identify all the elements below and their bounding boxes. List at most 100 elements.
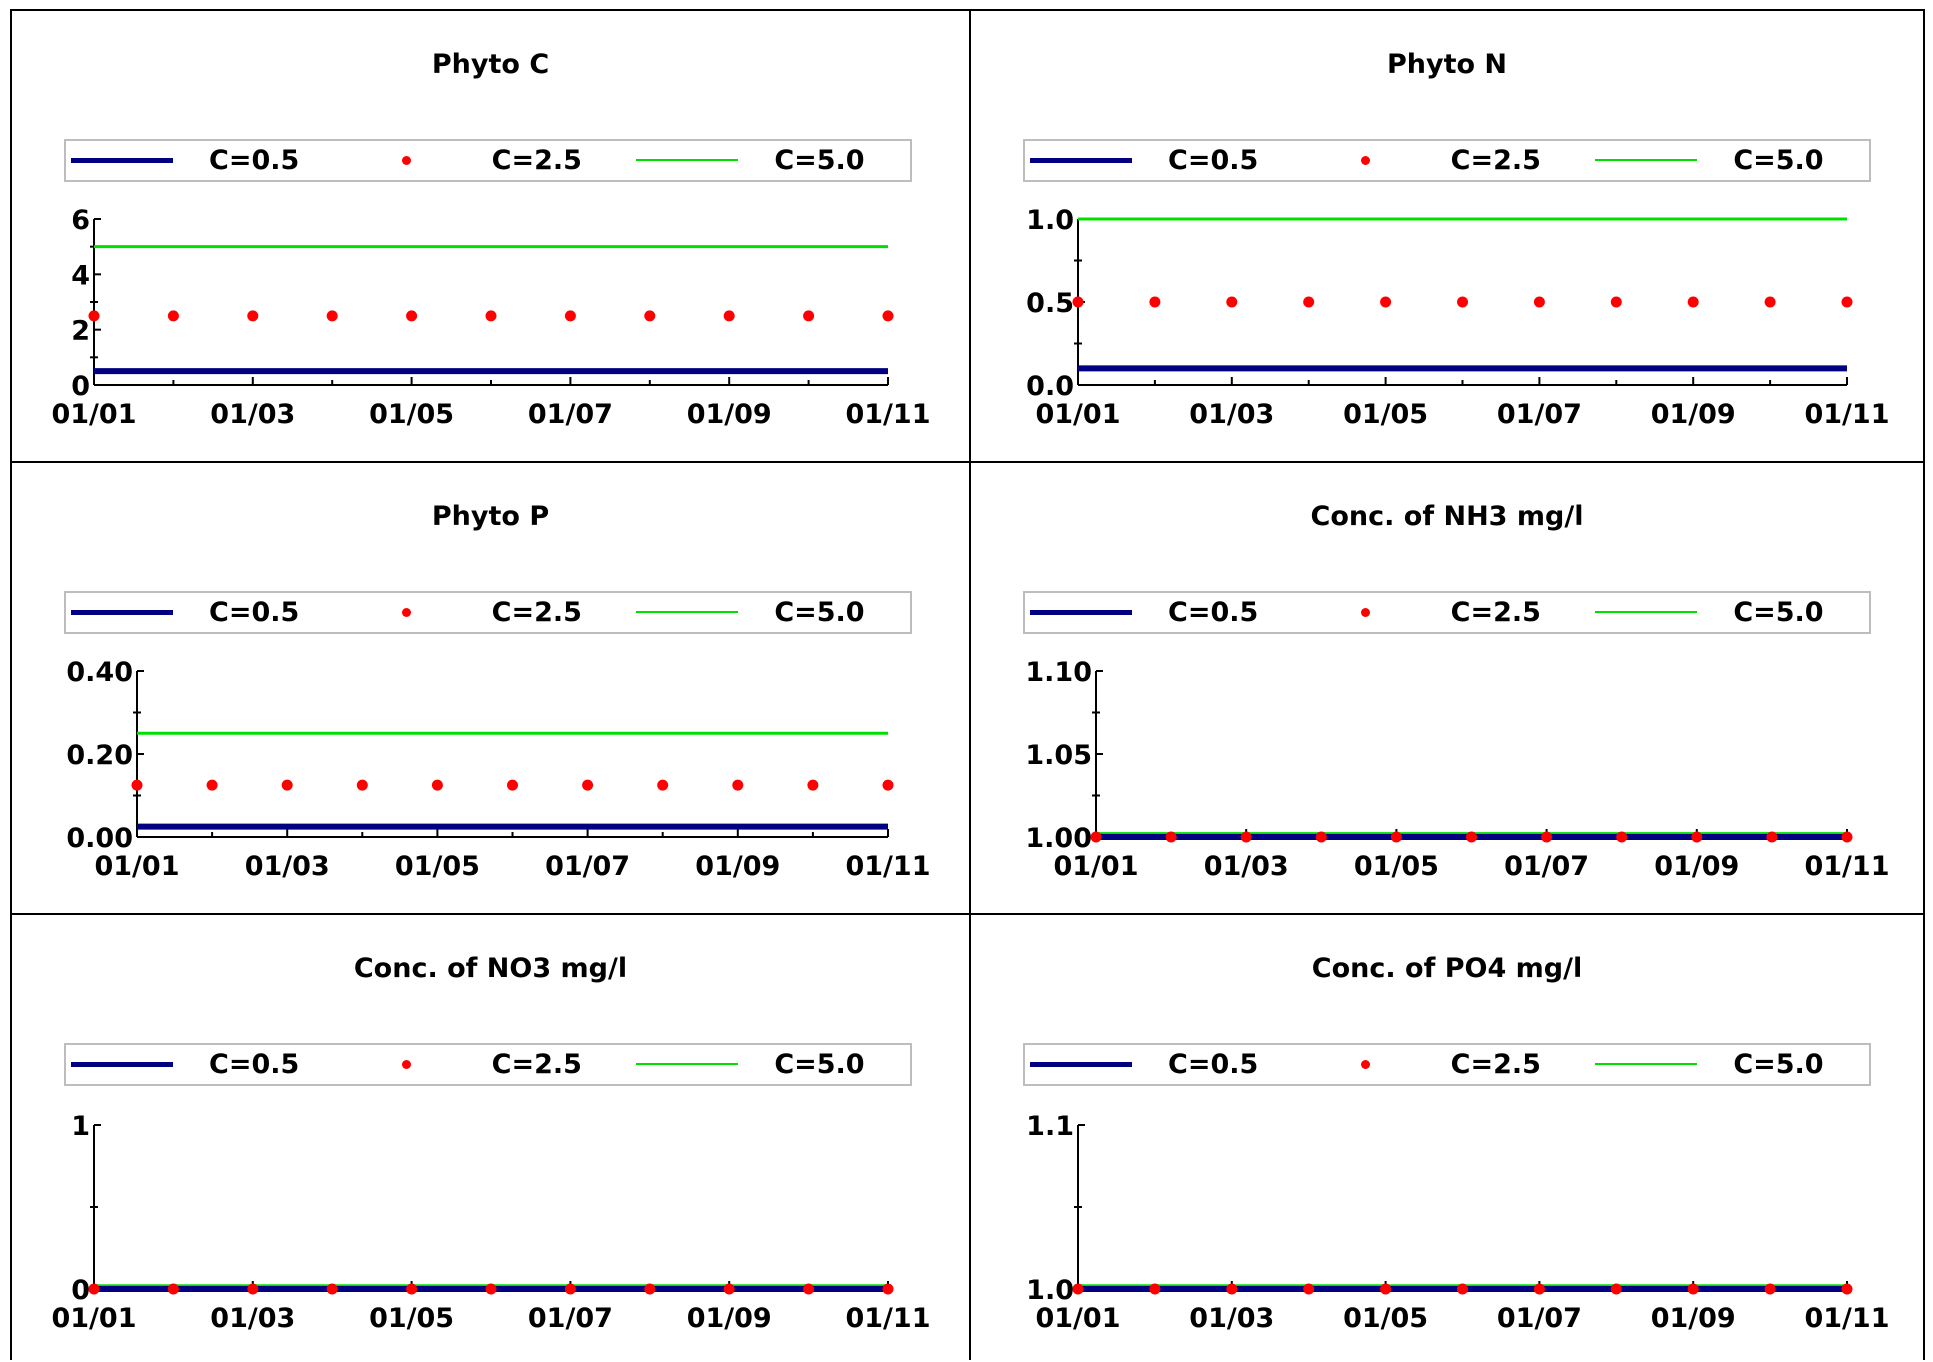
chart-title: Conc. of NO3 mg/l xyxy=(353,953,628,984)
plot-area: 0.0 0.5 1.0 01/01 01/03 01/05 01/07 01/09 01/11 xyxy=(1026,205,1889,430)
y-tick-label: 6 xyxy=(71,205,90,236)
series-point-c25 xyxy=(1303,1283,1315,1295)
x-tick-label: 01/07 xyxy=(1497,399,1582,430)
x-tick-label: 01/07 xyxy=(528,399,613,430)
series-point-c25 xyxy=(1533,1283,1545,1295)
series-point-c25 xyxy=(1766,831,1778,843)
series-point-c25 xyxy=(582,779,594,791)
x-tick-label: 01/01 xyxy=(1035,1303,1120,1334)
legend-label: C=0.5 xyxy=(209,1049,300,1080)
series-point-c25 xyxy=(167,310,179,322)
series-point-c25 xyxy=(644,310,656,322)
legend-label: C=0.5 xyxy=(209,597,300,628)
y-tick-label: 0.40 xyxy=(66,657,133,688)
series-point-c25 xyxy=(1226,296,1238,308)
x-tick-label: 01/01 xyxy=(1053,851,1138,882)
legend-marker-dot xyxy=(401,1060,411,1069)
x-tick-label: 01/11 xyxy=(845,851,930,882)
series-point-c25 xyxy=(1616,831,1628,843)
chart-legend: C=0.5 C=2.5 C=5.0 xyxy=(64,591,912,634)
x-tick-label: 01/01 xyxy=(51,399,136,430)
chart-title: Phyto P xyxy=(431,501,550,532)
x-tick-label: 01/05 xyxy=(369,1303,454,1334)
legend-marker-line xyxy=(1030,158,1132,163)
chart-panel: Conc. of PO4 mg/l C=0.5 C=2.5 C=5.0 1.0 1.1 01… xyxy=(969,913,1925,1360)
series-point-c25 xyxy=(1090,831,1102,843)
x-tick-label: 01/07 xyxy=(1504,851,1589,882)
legend-label: C=0.5 xyxy=(1168,145,1259,176)
series-point-c25 xyxy=(326,1283,338,1295)
series-point-c25 xyxy=(1072,296,1084,308)
chart-title: Phyto N xyxy=(1386,49,1508,80)
series-point-c25 xyxy=(882,310,894,322)
legend-label: C=0.5 xyxy=(1168,1049,1259,1080)
chart-legend: C=0.5 C=2.5 C=5.0 xyxy=(1023,1043,1871,1086)
series-point-c25 xyxy=(1691,831,1703,843)
legend-label: C=2.5 xyxy=(491,1049,582,1080)
legend-label: C=2.5 xyxy=(491,597,582,628)
series-point-c25 xyxy=(1610,296,1622,308)
legend-label: C=2.5 xyxy=(1450,1049,1541,1080)
x-tick-label: 01/03 xyxy=(210,1303,295,1334)
plot-area: 1.0 1.1 01/01 01/03 01/05 01/07 01/09 01/11 xyxy=(1026,1111,1889,1334)
y-tick-label: 1.1 xyxy=(1026,1111,1074,1142)
series-point-c25 xyxy=(1841,1283,1853,1295)
x-tick-label: 01/11 xyxy=(845,399,930,430)
y-tick-label: 1.05 xyxy=(1025,740,1092,771)
series-point-c25 xyxy=(1610,1283,1622,1295)
series-point-c25 xyxy=(1457,1283,1468,1295)
y-tick-label: 1 xyxy=(71,1111,90,1142)
series-point-c25 xyxy=(1149,1283,1161,1295)
legend-marker-line xyxy=(636,611,739,613)
legend-marker-line xyxy=(1595,611,1698,613)
x-tick-label: 01/05 xyxy=(1354,851,1439,882)
series-point-c25 xyxy=(564,310,576,322)
y-tick-label: 0.5 xyxy=(1026,288,1074,319)
series-point-c25 xyxy=(1764,296,1776,308)
legend-label: C=5.0 xyxy=(1733,145,1824,176)
x-tick-label: 01/03 xyxy=(1189,1303,1274,1334)
series-point-c25 xyxy=(1764,1283,1776,1295)
series-point-c25 xyxy=(882,779,894,791)
x-tick-label: 01/03 xyxy=(1204,851,1289,882)
series-point-c25 xyxy=(1315,831,1327,843)
series-point-c25 xyxy=(807,779,819,791)
legend-marker-line xyxy=(71,610,173,615)
x-tick-label: 01/07 xyxy=(545,851,630,882)
series-point-c25 xyxy=(882,1283,894,1295)
chart-legend: C=0.5 C=2.5 C=5.0 xyxy=(1023,591,1871,634)
y-tick-label: 0.00 xyxy=(66,823,133,854)
plot-area: 1.00 1.05 1.10 01/01 01/03 01/05 01/07 01/09 01/… xyxy=(1025,657,1889,882)
series-point-c25 xyxy=(406,1283,418,1295)
chart-panel: Phyto N C=0.5 C=2.5 C=5.0 0.0 0.5 1.0 01/01 01/0… xyxy=(969,9,1925,461)
legend-marker-dot xyxy=(1360,1060,1370,1069)
y-tick-label: 0 xyxy=(71,1275,90,1306)
series-point-c25 xyxy=(1380,1283,1392,1295)
chart-panel: Conc. of NH3 mg/l C=0.5 C=2.5 C=5.0 1.00 1.05… xyxy=(969,461,1925,913)
x-tick-label: 01/05 xyxy=(395,851,480,882)
series-point-c25 xyxy=(131,779,143,791)
legend-label: C=2.5 xyxy=(491,145,582,176)
series-point-c25 xyxy=(1072,1283,1084,1295)
x-tick-label: 01/05 xyxy=(1343,399,1428,430)
x-tick-label: 01/09 xyxy=(1654,851,1739,882)
series-point-c25 xyxy=(1390,831,1402,843)
series-point-c25 xyxy=(281,779,293,791)
y-tick-label: 1.10 xyxy=(1025,657,1092,688)
legend-label: C=2.5 xyxy=(1450,597,1541,628)
plot-area: 0 1 01/01 01/03 01/05 01/07 01/09 01/11 xyxy=(51,1111,930,1334)
legend-label: C=5.0 xyxy=(774,597,865,628)
chart-legend: C=0.5 C=2.5 C=5.0 xyxy=(64,139,912,182)
legend-marker-line xyxy=(1595,1063,1698,1065)
series-point-c25 xyxy=(1457,296,1468,308)
x-tick-label: 01/09 xyxy=(687,399,772,430)
series-point-c25 xyxy=(1841,296,1853,308)
x-tick-label: 01/05 xyxy=(369,399,454,430)
x-tick-label: 01/01 xyxy=(51,1303,136,1334)
legend-label: C=5.0 xyxy=(1733,597,1824,628)
series-point-c25 xyxy=(507,779,518,791)
legend-label: C=5.0 xyxy=(774,145,865,176)
x-tick-label: 01/09 xyxy=(1651,399,1736,430)
legend-marker-line xyxy=(1030,610,1132,615)
